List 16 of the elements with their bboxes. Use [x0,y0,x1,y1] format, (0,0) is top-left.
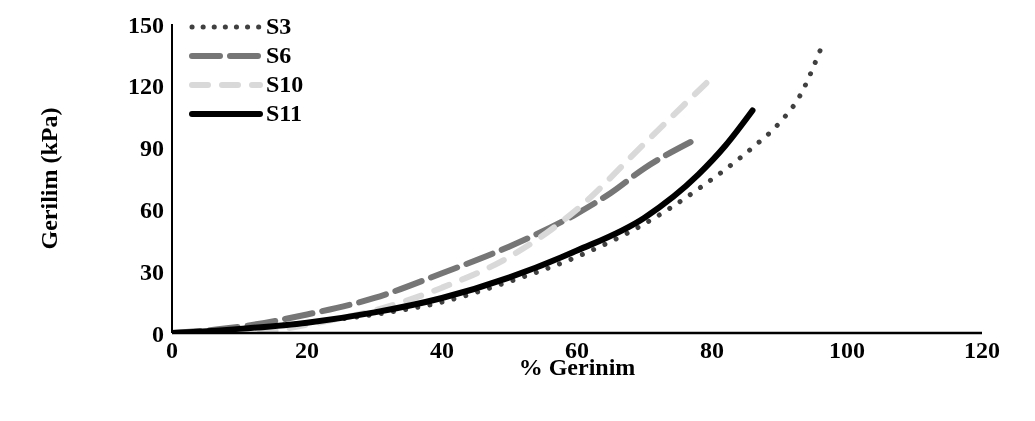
legend-label: S11 [266,100,303,127]
y-tick-label: 120 [128,73,164,100]
legend-label: S3 [266,13,292,40]
y-tick-label: 90 [140,135,164,162]
y-tick-label: 150 [128,11,164,38]
x-tick-label: 120 [964,337,1000,364]
legend-label: S10 [266,71,304,98]
y-tick-label: 30 [140,258,164,285]
legend-label: S6 [266,42,292,69]
y-tick-label: 0 [152,320,164,347]
y-axis-title: Gerilim (kPa) [35,107,62,250]
x-tick-label: 40 [430,337,454,364]
x-tick-label: 100 [829,337,865,364]
y-tick-label: 60 [140,196,164,223]
x-tick-label: 80 [700,337,724,364]
x-tick-label: 20 [295,337,319,364]
